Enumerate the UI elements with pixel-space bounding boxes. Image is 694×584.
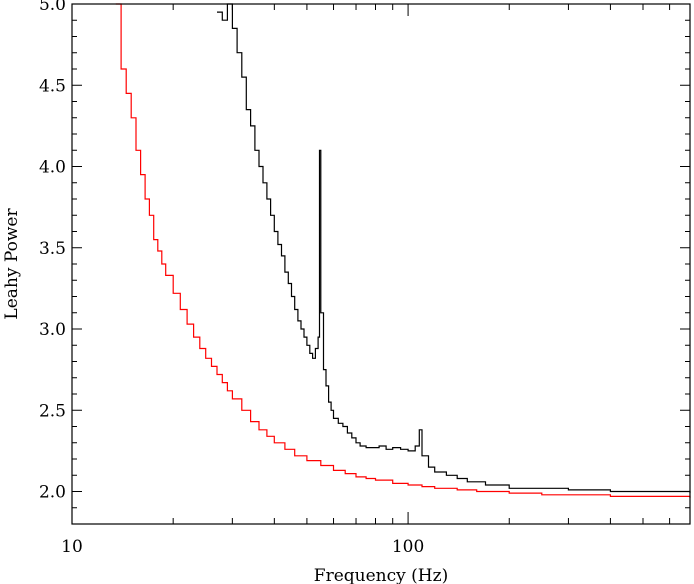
y-tick-label: 3.0 xyxy=(39,320,66,340)
y-axis-label: Leahy Power xyxy=(2,208,22,320)
x-axis-label: Frequency (Hz) xyxy=(314,566,448,584)
series-line-1 xyxy=(217,3,691,494)
x-tick-label: 100 xyxy=(392,537,424,557)
y-tick-label: 5.0 xyxy=(39,0,66,15)
label-layer: 2.0 2.5 3.0 3.5 4.0 4.5 5.0 10 100 xyxy=(39,0,424,557)
series-layer xyxy=(115,3,691,498)
y-tick-label: 2.0 xyxy=(39,483,66,503)
x-tick-label: 10 xyxy=(61,537,83,557)
y-tick-label: 4.0 xyxy=(39,158,66,178)
y-tick-label: 3.5 xyxy=(39,239,66,259)
y-tick-label: 4.5 xyxy=(39,76,66,96)
series-line-2 xyxy=(115,3,691,498)
y-tick-label: 2.5 xyxy=(39,401,66,421)
tick-layer xyxy=(71,3,690,525)
